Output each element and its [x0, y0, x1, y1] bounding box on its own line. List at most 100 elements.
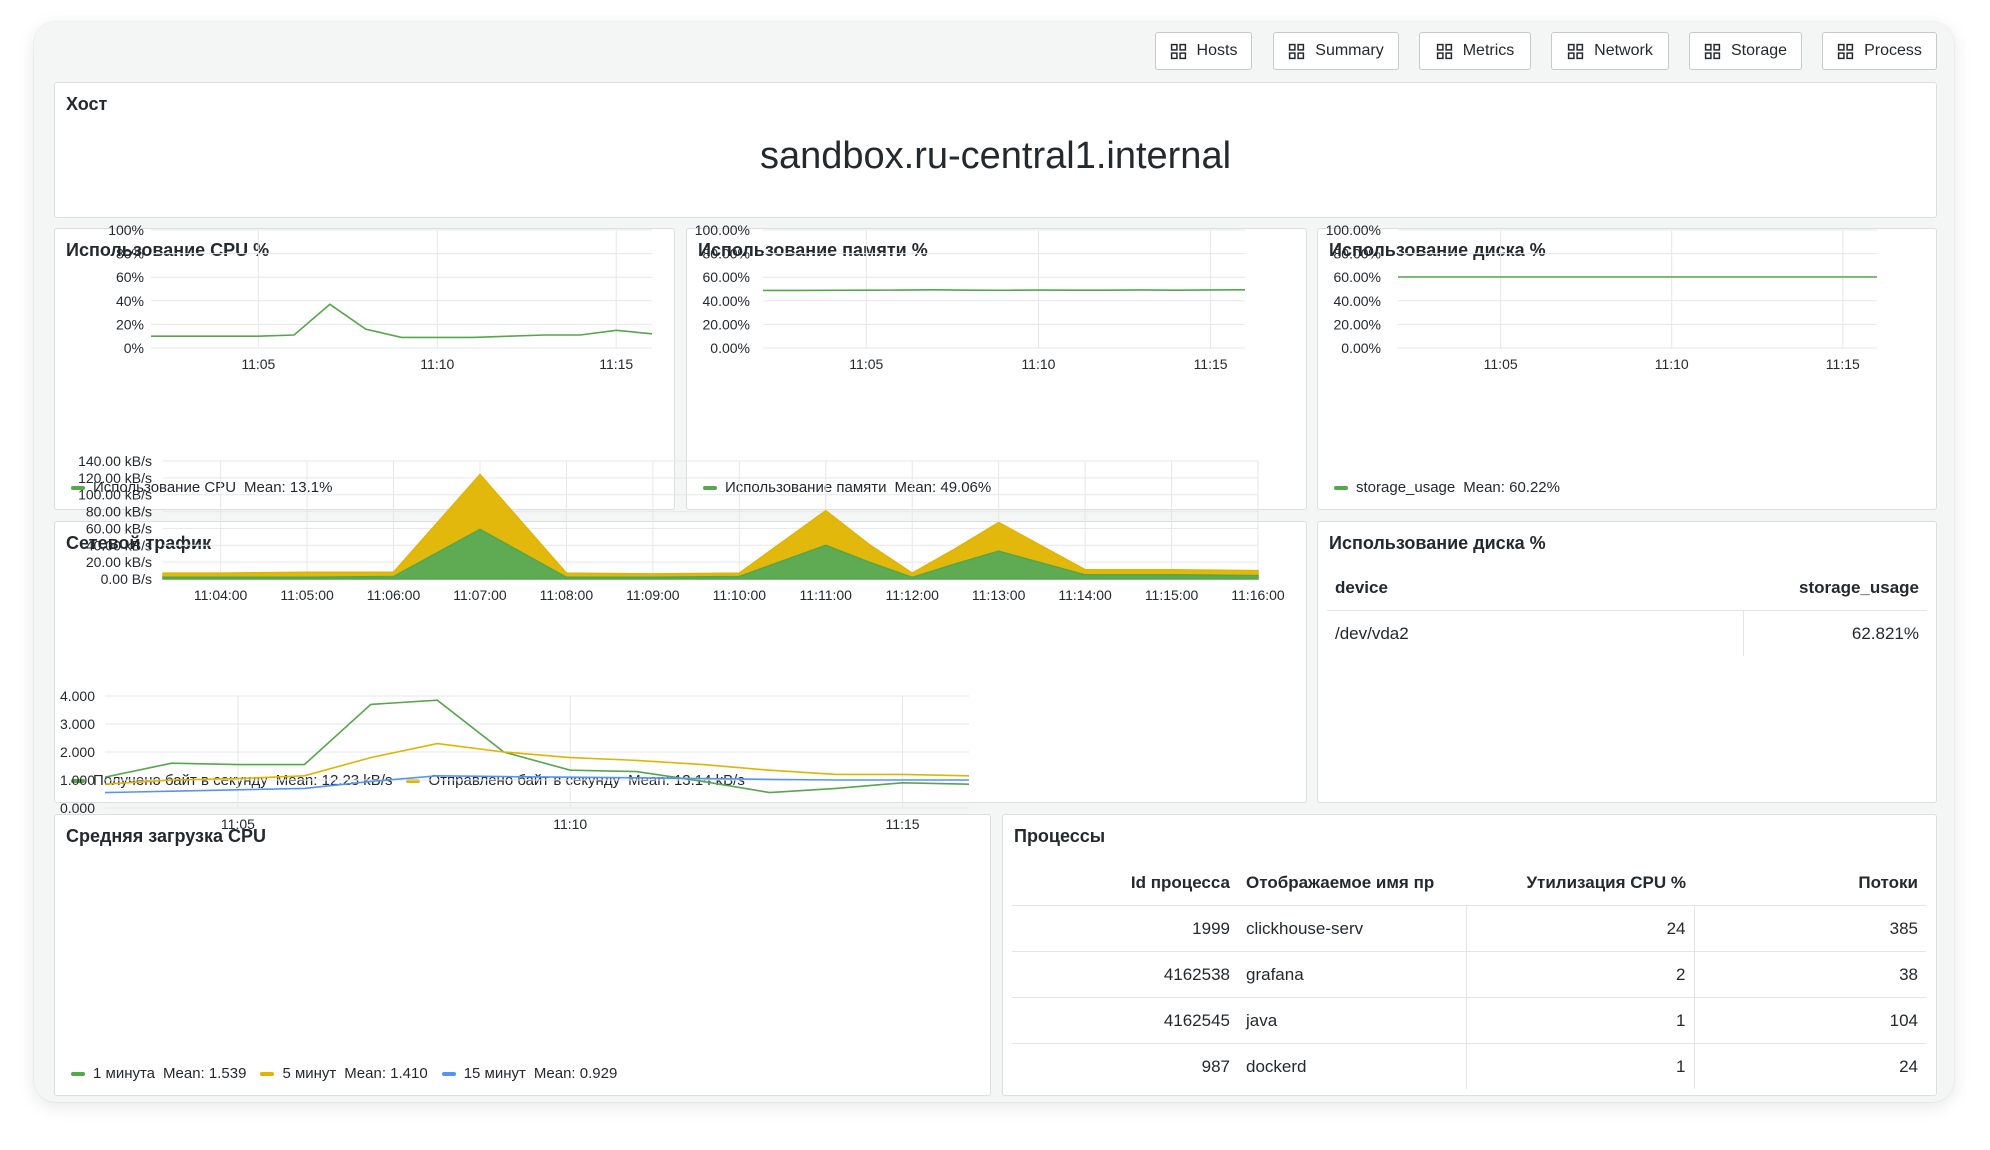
y-tick-label: 80% — [116, 246, 144, 262]
legend-item-1min[interactable]: 1 минута Mean: 1.539 — [71, 1065, 246, 1082]
nav-button-label: Metrics — [1462, 42, 1515, 59]
cpu-load-chart[interactable]: 0.000 1.000 2.000 3.000 4.000 11:05 11:10 11:15 — [55, 688, 992, 1097]
y-tick-label: 80.00 kB/s — [86, 504, 152, 520]
y-tick-label: 20.00% — [703, 316, 750, 332]
nav-summary-button[interactable]: Summary — [1273, 32, 1399, 70]
y-tick-label: 0.00% — [1341, 340, 1381, 356]
x-tick-label: 11:14:00 — [1058, 587, 1112, 603]
table-header-row: device storage_usage — [1327, 566, 1927, 611]
legend-series-name: 1 минута — [93, 1065, 156, 1082]
chart-legend: 1 минута Mean: 1.539 5 минут Mean: 1.410… — [71, 1065, 617, 1082]
x-tick-label: 11:10 — [1021, 356, 1055, 372]
line-series-1-минута — [104, 699, 970, 794]
dashboard-grid-icon — [1837, 43, 1854, 59]
x-tick-label: 11:08:00 — [540, 587, 594, 603]
legend-swatch — [1334, 485, 1348, 490]
panel-title: Средняя загрузка CPU — [66, 826, 267, 846]
nav-process-button[interactable]: Process — [1822, 32, 1937, 70]
x-tick-label: 11:15 — [886, 816, 920, 832]
nav-hosts-button[interactable]: Hosts — [1155, 32, 1252, 70]
panel-title: Использование диска % — [1329, 533, 1546, 553]
legend-item-memory[interactable]: Использование памяти Mean: 49.06% — [703, 479, 991, 496]
table-row: /dev/vda2 62.821% — [1327, 610, 1927, 656]
column-header-threads[interactable]: Потоки — [1858, 873, 1918, 892]
disk-usage-panel: Использование диска % 0.00% 20.00% 40.00% 6… — [1317, 222, 1938, 511]
y-tick-label: 1.000 — [60, 772, 95, 788]
y-tick-label: 140.00 kB/s — [78, 453, 152, 469]
chart-legend: Использование памяти Mean: 49.06% — [703, 479, 991, 496]
area-series-получено-байт-в-секунду — [162, 528, 1259, 580]
panel-title: Процессы — [1014, 826, 1106, 846]
cell-process-name: dockerd — [1238, 1043, 1467, 1089]
cell-pid: 4162538 — [1012, 951, 1238, 998]
y-tick-label: 40.00% — [1334, 293, 1381, 309]
legend-mean: Mean: 13.1% — [244, 479, 333, 496]
nav-button-label: Summary — [1315, 42, 1384, 59]
legend-series-name: 15 минут — [463, 1065, 526, 1082]
cell-cpu-percent: 1 — [1466, 1043, 1695, 1089]
y-tick-label: 60.00% — [1334, 269, 1381, 285]
dashboard-grid-icon — [1170, 43, 1186, 59]
processes-table: Id процесса Отображаемое имя пр Утилизац… — [1012, 861, 1926, 1089]
y-tick-label: 60% — [116, 269, 144, 285]
cell-threads: 24 — [1694, 1043, 1926, 1089]
column-header-pid[interactable]: Id процесса — [1130, 873, 1230, 892]
legend-series-name: storage_usage — [1356, 479, 1456, 496]
column-header-name[interactable]: Отображаемое имя пр — [1246, 873, 1435, 892]
nav-metrics-button[interactable]: Metrics — [1419, 32, 1531, 70]
y-tick-label: 100.00% — [1326, 222, 1381, 238]
y-tick-label: 20% — [116, 316, 144, 332]
column-header-cpu[interactable]: Утилизация CPU % — [1526, 873, 1686, 892]
y-tick-label: 100.00 kB/s — [78, 487, 152, 503]
table-header-row: Id процесса Отображаемое имя пр Утилизац… — [1012, 861, 1926, 906]
x-tick-label: 11:10 — [553, 816, 587, 832]
disk-usage-chart[interactable]: 0.00% 20.00% 40.00% 60.00% 80.00% 100.00% 11:0… — [1318, 222, 1938, 511]
dashboard-grid-icon — [1568, 43, 1584, 59]
x-tick-label: 11:05 — [1484, 356, 1518, 372]
cpu-usage-chart[interactable]: 0% 20% 40% 60% 80% 100% 11:05 11:10 11:15 — [55, 222, 676, 511]
column-header-device[interactable]: device — [1335, 578, 1388, 597]
legend-series-name: 5 минут — [282, 1065, 337, 1082]
memory-usage-panel: Использование памяти % 0.00% 20.00% 40.00%… — [686, 222, 1308, 511]
legend-item-15min[interactable]: 15 минут Mean: 0.929 — [441, 1065, 617, 1082]
x-tick-label: 11:10 — [1655, 356, 1689, 372]
x-tick-label: 11:06:00 — [367, 587, 421, 603]
column-header-storage-usage[interactable]: storage_usage — [1799, 578, 1919, 597]
y-tick-label: 60.00% — [703, 269, 750, 285]
legend-swatch — [71, 778, 85, 783]
nav-network-button[interactable]: Network — [1551, 32, 1669, 70]
y-tick-label: 60.00 kB/s — [86, 520, 152, 536]
nav-button-label: Storage — [1730, 42, 1788, 59]
legend-mean: Mean: 1.539 — [163, 1065, 247, 1082]
cell-threads: 104 — [1694, 997, 1926, 1044]
legend-item-cpu[interactable]: Использование CPU Mean: 13.1% — [71, 479, 332, 496]
panel-title: Хост — [66, 94, 108, 114]
legend-mean: Mean: 60.22% — [1463, 479, 1560, 496]
cell-process-name: grafana — [1238, 951, 1467, 998]
nav-button-label: Hosts — [1196, 42, 1238, 59]
y-tick-label: 40.00% — [703, 293, 750, 309]
cell-process-name: clickhouse-serv — [1238, 905, 1467, 952]
nav-storage-button[interactable]: Storage — [1689, 32, 1802, 70]
cell-cpu-percent: 1 — [1466, 997, 1695, 1044]
x-tick-label: 11:05 — [221, 816, 255, 832]
y-tick-label: 0% — [124, 340, 144, 356]
y-tick-label: 4.000 — [60, 688, 95, 704]
y-tick-label: 120.00 kB/s — [78, 470, 152, 486]
cell-process-name: java — [1238, 997, 1467, 1044]
x-tick-label: 11:15 — [1194, 356, 1228, 372]
x-tick-label: 11:10 — [420, 356, 454, 372]
panel-title: Использование памяти % — [698, 240, 928, 260]
line-series-15-минут — [104, 774, 969, 794]
x-tick-label: 11:10:00 — [713, 587, 767, 603]
panel-title: Сетевой трафик — [66, 533, 212, 553]
legend-item-5min[interactable]: 5 минут Mean: 1.410 — [260, 1065, 428, 1082]
network-traffic-chart[interactable]: 0.00 B/s20.00 kB/s40.00 kB/s60.00 kB/s80… — [55, 453, 1308, 804]
memory-usage-chart[interactable]: 0.00% 20.00% 40.00% 60.00% 80.00% 100.00% 11:0… — [687, 222, 1308, 511]
x-tick-label: 11:05 — [849, 356, 883, 372]
x-tick-label: 11:05 — [241, 356, 275, 372]
legend-item-storage[interactable]: storage_usage Mean: 60.22% — [1334, 479, 1560, 496]
x-tick-label: 11:16:00 — [1231, 587, 1285, 603]
y-tick-label: 0.00% — [710, 340, 750, 356]
network-traffic-panel: Сетевой трафик 0.00 B/s 20.00 kB/s 40.00 k… — [54, 453, 1308, 804]
